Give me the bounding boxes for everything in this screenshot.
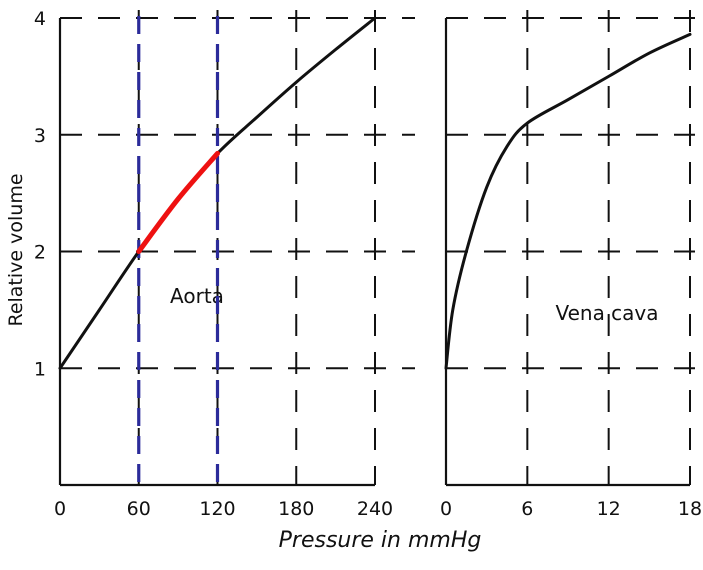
grid-layer bbox=[60, 10, 695, 485]
curves-layer bbox=[58, 16, 692, 485]
x-tick-label: 18 bbox=[678, 498, 702, 520]
x-tick-label: 240 bbox=[357, 498, 393, 520]
y-tick-label: 2 bbox=[34, 242, 46, 264]
y-tick-label: 3 bbox=[34, 125, 46, 147]
x-tick-label: 6 bbox=[521, 498, 533, 520]
y-tick-label: 1 bbox=[34, 358, 46, 380]
x-tick-label: 12 bbox=[597, 498, 621, 520]
x-tick-label: 120 bbox=[199, 498, 235, 520]
x-tick-label: 0 bbox=[440, 498, 452, 520]
x-tick-label: 0 bbox=[54, 498, 66, 520]
vena-cava-curve bbox=[444, 32, 692, 370]
x-tick-label: 180 bbox=[278, 498, 314, 520]
y-tick-label: 4 bbox=[34, 8, 46, 30]
x-tick-label: 60 bbox=[127, 498, 151, 520]
highlight-segment bbox=[136, 150, 220, 254]
aorta-label: Aorta bbox=[170, 284, 224, 308]
x-axis-label: Pressure in mmHg bbox=[279, 528, 482, 553]
y-axis-label: Relative volume bbox=[5, 173, 27, 326]
vena-cava-label: Vena cava bbox=[555, 301, 658, 325]
axes-layer bbox=[58, 18, 690, 487]
